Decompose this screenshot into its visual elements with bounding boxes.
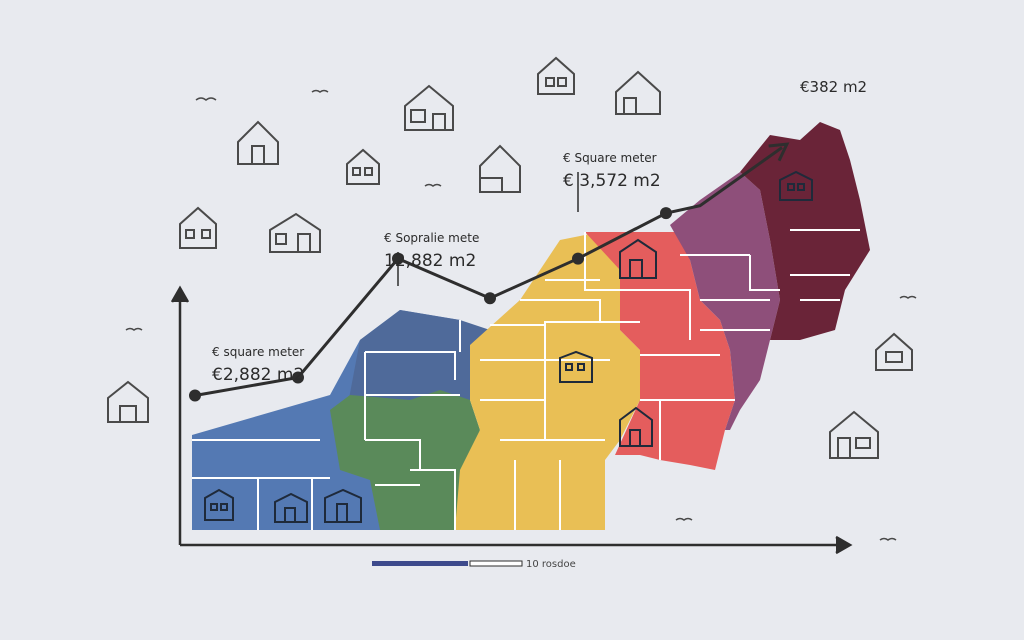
series-layer xyxy=(189,142,790,402)
house-icon xyxy=(204,488,234,521)
annotation-label-3-line1: €382 m2 xyxy=(800,78,867,96)
annotation-label-2-line2: € 3,572 m2 xyxy=(563,171,661,191)
region-map xyxy=(192,122,870,530)
region-red xyxy=(585,232,735,470)
scale-bar-fill xyxy=(372,561,468,566)
annotation-label-2-line1: € Square meter xyxy=(563,151,657,165)
background-icons xyxy=(107,56,917,541)
region-green xyxy=(330,390,480,530)
data-point-4 xyxy=(572,252,584,265)
series-line xyxy=(194,146,783,397)
x-axis-arrow xyxy=(835,535,853,555)
annotation-label-1-line2: 12,882 m2 xyxy=(384,251,476,271)
district-borders xyxy=(192,229,860,530)
house-icon xyxy=(875,332,913,371)
region-yellow xyxy=(455,232,640,530)
data-point-3 xyxy=(484,292,496,305)
house-icon xyxy=(619,406,653,447)
axes xyxy=(170,285,853,555)
house-icon xyxy=(537,56,575,95)
annotation-label-0-line2: €2,882 m2 xyxy=(212,365,304,385)
house-icon xyxy=(179,206,217,249)
house-icon xyxy=(779,170,813,201)
house-icon xyxy=(237,120,279,165)
house-icon xyxy=(269,212,321,253)
house-icon xyxy=(346,148,380,185)
house-icon xyxy=(615,70,661,115)
annotation-label-0-line1: € square meter xyxy=(212,345,304,359)
house-icon xyxy=(829,410,879,459)
data-point-5 xyxy=(660,207,672,220)
house-icon xyxy=(274,492,308,523)
y-axis-arrow xyxy=(170,285,190,303)
series-arrow-head xyxy=(768,142,790,162)
annotation-label-1-line1: € Sopralie mete xyxy=(384,231,479,245)
house-icon xyxy=(559,350,593,383)
bird-icon xyxy=(125,89,917,541)
house-icon xyxy=(619,238,657,279)
scale-bar-empty xyxy=(469,560,523,567)
scale-bar-label: 10 rosdoe xyxy=(526,559,576,570)
data-point-0 xyxy=(189,389,201,402)
data-point-1 xyxy=(292,371,304,384)
house-icon xyxy=(324,488,362,523)
annotation-layer: € square meter €2,882 m2 € Sopralie mete 12… xyxy=(212,78,867,385)
house-icon xyxy=(404,84,454,131)
house-icon xyxy=(107,380,149,423)
house-icon xyxy=(479,144,521,193)
scale-bar: 10 rosdoe xyxy=(372,559,576,570)
